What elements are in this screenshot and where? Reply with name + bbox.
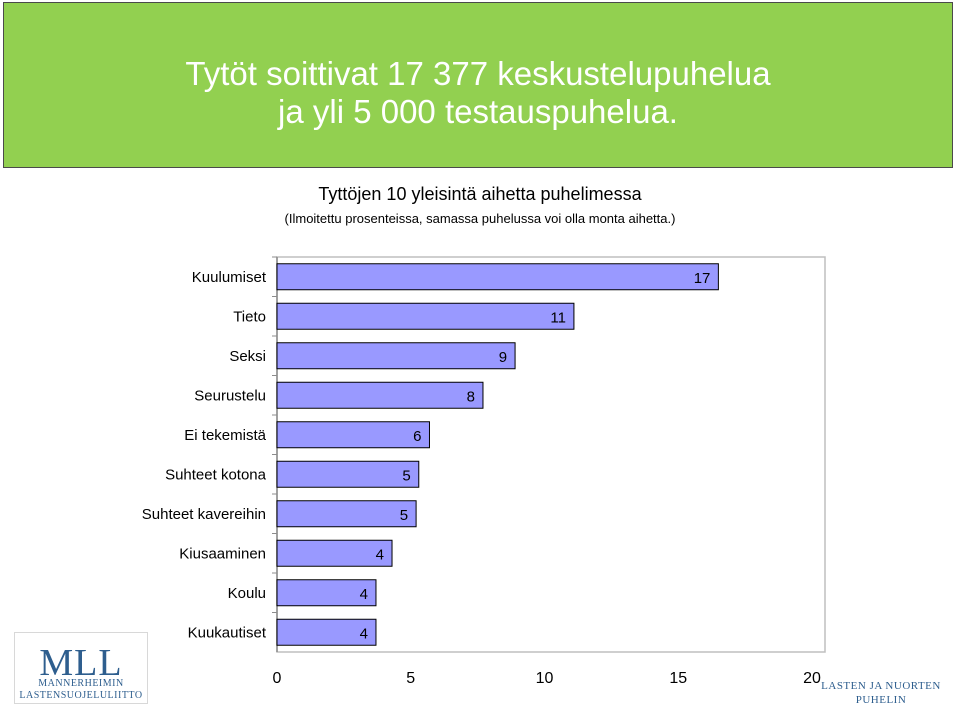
bar (276, 618, 377, 646)
bar (276, 263, 719, 291)
x-tick-label: 5 (406, 670, 415, 687)
data-label: 6 (413, 428, 421, 445)
chart-subtitle: (Ilmoitettu prosenteissa, samassa puhelu… (284, 211, 676, 226)
mll-logo-line-2: LASTENSUOJELULIITTO (19, 690, 143, 701)
category-label: Kuulumiset (192, 269, 267, 286)
lnp-logo-line-1: LASTEN JA NUORTEN (821, 680, 941, 692)
data-label: 4 (376, 546, 384, 563)
data-label: 5 (402, 467, 410, 484)
headline: Tytöt soittivat 17 377 keskustelupuhelua… (4, 55, 952, 131)
data-label: 9 (499, 349, 507, 366)
bar (276, 579, 377, 607)
x-tick-label: 0 (273, 670, 282, 687)
category-label: Kiusaaminen (179, 545, 266, 562)
data-label: 5 (400, 507, 408, 524)
category-label: Tieto (233, 308, 266, 325)
lnp-logo-line-2: PUHELIN (855, 694, 907, 706)
category-label: Kuukautiset (188, 624, 267, 641)
bar (276, 421, 430, 449)
headline-line-2: ja yli 5 000 testauspuhelua. (278, 93, 678, 130)
mll-logo-mark: MLL (39, 642, 123, 684)
mll-logo (14, 632, 148, 704)
data-label: 4 (360, 586, 368, 603)
bar (276, 302, 575, 330)
category-label: Seurustelu (194, 387, 266, 404)
category-label: Seksi (229, 348, 266, 365)
bar (276, 500, 417, 528)
bar (276, 342, 516, 370)
data-label: 4 (360, 625, 368, 642)
x-tick-label: 10 (536, 670, 554, 687)
headline-line-1: Tytöt soittivat 17 377 keskustelupuhelua (185, 55, 771, 92)
headline-banner: Tytöt soittivat 17 377 keskustelupuhelua… (3, 2, 953, 168)
mll-logo-line-1: MANNERHEIMIN (38, 678, 124, 689)
category-label: Koulu (228, 585, 266, 602)
category-label: Ei tekemistä (184, 427, 266, 444)
bar (276, 460, 420, 488)
data-label: 17 (694, 270, 711, 287)
chart-title: Tyttöjen 10 yleisintä aihetta puhelimess… (318, 184, 642, 204)
data-label: 11 (550, 309, 566, 326)
bar (276, 539, 393, 567)
category-label: Suhteet kotona (165, 466, 267, 483)
x-tick-label: 20 (803, 670, 821, 687)
category-label: Suhteet kavereihin (142, 506, 266, 523)
x-tick-label: 15 (669, 670, 687, 687)
data-label: 8 (467, 388, 475, 405)
bar (276, 381, 484, 409)
